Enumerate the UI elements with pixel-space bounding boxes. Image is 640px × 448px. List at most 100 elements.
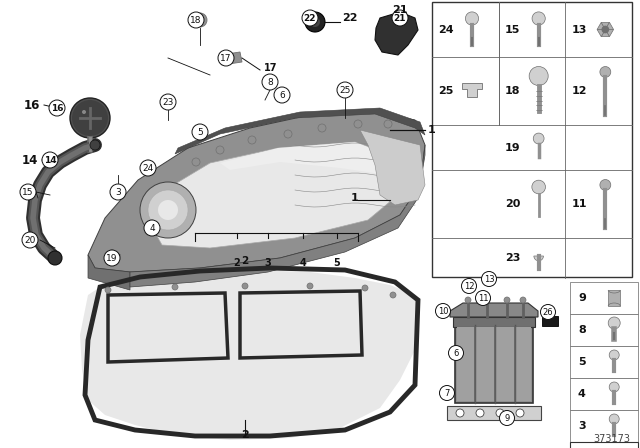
Circle shape xyxy=(390,292,396,298)
Text: 5: 5 xyxy=(333,258,340,268)
Circle shape xyxy=(216,146,224,154)
Circle shape xyxy=(72,100,108,136)
Circle shape xyxy=(192,124,208,140)
Polygon shape xyxy=(375,12,418,55)
Circle shape xyxy=(262,74,278,90)
Circle shape xyxy=(609,350,620,360)
Polygon shape xyxy=(601,30,609,37)
Circle shape xyxy=(197,17,203,23)
Text: 25: 25 xyxy=(438,86,453,96)
Bar xyxy=(570,442,638,448)
Text: 24: 24 xyxy=(142,164,154,172)
Text: 25: 25 xyxy=(339,86,351,95)
Polygon shape xyxy=(220,142,395,175)
Circle shape xyxy=(392,10,408,26)
Polygon shape xyxy=(130,145,425,287)
FancyBboxPatch shape xyxy=(455,325,533,403)
Text: 9: 9 xyxy=(578,293,586,303)
Text: 12: 12 xyxy=(572,86,587,96)
Circle shape xyxy=(465,297,471,303)
Circle shape xyxy=(242,283,248,289)
Text: 6: 6 xyxy=(279,90,285,99)
Circle shape xyxy=(274,87,290,103)
Circle shape xyxy=(105,287,111,293)
Circle shape xyxy=(193,13,207,27)
Circle shape xyxy=(499,410,515,426)
Circle shape xyxy=(354,120,362,128)
Circle shape xyxy=(440,385,454,401)
Circle shape xyxy=(456,409,464,417)
Text: 8: 8 xyxy=(267,78,273,86)
Text: 26: 26 xyxy=(543,307,554,316)
Text: 1: 1 xyxy=(428,125,436,135)
Text: 18: 18 xyxy=(190,16,202,25)
Circle shape xyxy=(248,136,256,144)
Bar xyxy=(570,410,638,442)
Circle shape xyxy=(172,284,178,290)
Circle shape xyxy=(476,409,484,417)
Circle shape xyxy=(532,12,545,25)
Circle shape xyxy=(504,297,510,303)
Circle shape xyxy=(90,140,100,150)
Circle shape xyxy=(158,200,178,220)
Circle shape xyxy=(310,17,320,27)
Polygon shape xyxy=(360,130,425,205)
Circle shape xyxy=(49,100,65,116)
Circle shape xyxy=(484,297,490,303)
Text: 11: 11 xyxy=(477,293,488,302)
Text: 2: 2 xyxy=(234,258,241,268)
Text: 1: 1 xyxy=(350,193,358,203)
Circle shape xyxy=(609,414,620,424)
Text: 2: 2 xyxy=(241,256,248,266)
Text: 16: 16 xyxy=(51,103,63,112)
Polygon shape xyxy=(605,30,614,37)
Circle shape xyxy=(532,180,545,194)
Circle shape xyxy=(449,345,463,361)
Text: 373173: 373173 xyxy=(593,434,630,444)
Text: 18: 18 xyxy=(505,86,520,96)
Polygon shape xyxy=(462,83,482,97)
Bar xyxy=(570,282,638,314)
Bar xyxy=(608,290,620,306)
Text: 20: 20 xyxy=(24,236,36,245)
Polygon shape xyxy=(175,108,425,154)
Text: 24: 24 xyxy=(438,25,454,34)
Wedge shape xyxy=(534,256,543,261)
Text: 3: 3 xyxy=(115,188,121,197)
Text: 17: 17 xyxy=(220,53,232,63)
Text: 22: 22 xyxy=(304,13,316,22)
Polygon shape xyxy=(450,303,538,317)
Circle shape xyxy=(284,130,292,138)
Circle shape xyxy=(144,220,160,236)
Text: 15: 15 xyxy=(505,25,520,34)
Circle shape xyxy=(609,382,620,392)
Circle shape xyxy=(148,190,188,230)
Circle shape xyxy=(496,409,504,417)
Circle shape xyxy=(481,271,497,287)
Text: 22: 22 xyxy=(342,13,358,23)
Text: 3: 3 xyxy=(264,258,271,268)
Text: 19: 19 xyxy=(505,142,520,152)
Bar xyxy=(570,346,638,378)
Text: 12: 12 xyxy=(464,281,474,290)
Circle shape xyxy=(20,184,36,200)
Bar xyxy=(432,2,632,277)
Text: 15: 15 xyxy=(22,188,34,197)
Circle shape xyxy=(22,232,38,248)
Circle shape xyxy=(384,120,392,128)
Text: 16: 16 xyxy=(24,99,40,112)
Text: 4: 4 xyxy=(300,258,307,268)
Text: 20: 20 xyxy=(505,199,520,209)
Circle shape xyxy=(218,50,234,66)
Polygon shape xyxy=(601,22,609,30)
Circle shape xyxy=(600,180,611,190)
Circle shape xyxy=(110,184,126,200)
Polygon shape xyxy=(88,255,130,290)
Circle shape xyxy=(461,279,477,293)
Polygon shape xyxy=(88,110,425,272)
Text: 3: 3 xyxy=(578,421,586,431)
Polygon shape xyxy=(220,52,242,65)
Text: 23: 23 xyxy=(163,98,173,107)
Bar xyxy=(570,314,638,346)
Circle shape xyxy=(48,251,62,265)
